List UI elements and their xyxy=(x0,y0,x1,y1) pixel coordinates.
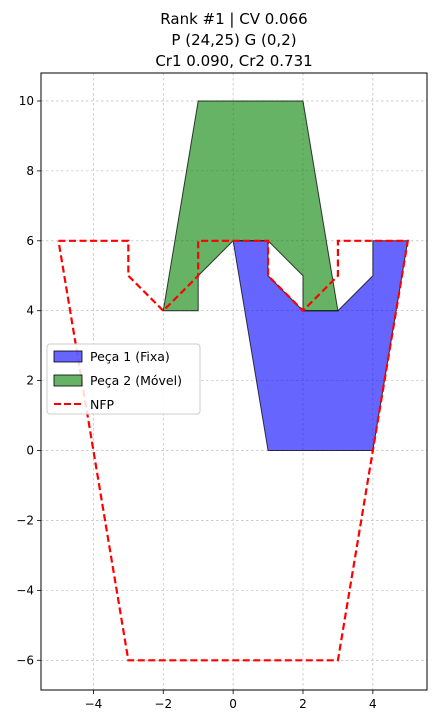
y-tick-label: 2 xyxy=(26,374,34,388)
y-tick-label: −6 xyxy=(16,653,34,667)
y-tick-label: 8 xyxy=(26,164,34,178)
plot-frame xyxy=(40,72,428,691)
legend-label-fixed: Peça 1 (Fixa) xyxy=(90,349,170,364)
y-tick-label: −2 xyxy=(16,513,34,527)
legend-swatch-fixed xyxy=(53,350,83,363)
legend: Peça 1 (Fixa) Peça 2 (Móvel) NFP xyxy=(46,343,201,415)
legend-label-nfp: NFP xyxy=(90,397,115,412)
title-line-2: P (24,25) G (0,2) xyxy=(171,31,296,49)
x-tick-label: 2 xyxy=(299,697,307,711)
series-outline-2 xyxy=(57,239,410,662)
chart-title: Rank #1 | CV 0.066 P (24,25) G (0,2) Cr1… xyxy=(155,10,312,70)
plot-series xyxy=(57,100,410,662)
legend-swatch-mobile xyxy=(53,374,83,387)
y-tick-label: 0 xyxy=(26,444,34,458)
x-tick-label: 0 xyxy=(229,697,237,711)
legend-label-mobile: Peça 2 (Móvel) xyxy=(90,373,182,388)
y-tick-label: −4 xyxy=(16,583,34,597)
y-tick-label: 4 xyxy=(26,304,34,318)
title-line-1: Rank #1 | CV 0.066 xyxy=(160,10,307,28)
x-tick-label: −2 xyxy=(154,697,172,711)
y-tick-label: 6 xyxy=(26,234,34,248)
axis-ticks: −4 −2 0 2 4 −6 −4 −2 0 2 4 6 8 10 xyxy=(16,94,376,711)
legend-box xyxy=(46,343,201,415)
x-tick-label: 4 xyxy=(369,697,377,711)
x-tick-label: −4 xyxy=(85,697,103,711)
title-line-3: Cr1 0.090, Cr2 0.731 xyxy=(155,52,312,70)
y-tick-label: 10 xyxy=(19,94,34,108)
